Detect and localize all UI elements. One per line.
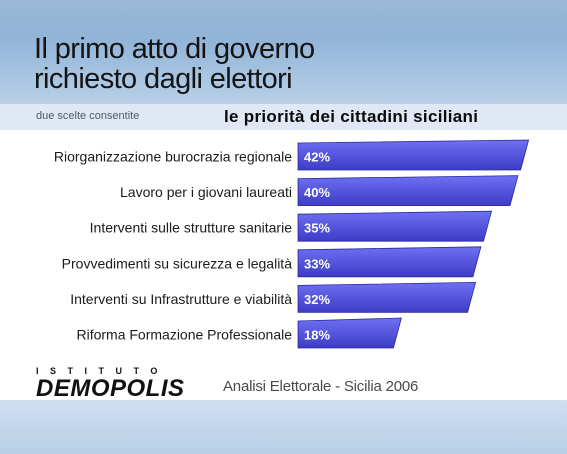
value-label: 40% — [304, 185, 330, 200]
demopolis-logo: ISTITUTO DEMOPOLIS — [36, 367, 185, 401]
bar — [297, 175, 519, 206]
category-label: Interventi su Infrastrutture e viabilità — [70, 291, 292, 307]
bar — [297, 246, 482, 278]
subtitle-note: due scelte consentite — [36, 110, 140, 122]
bar — [297, 139, 530, 171]
footer-band — [0, 400, 567, 454]
logo-main-text: DEMOPOLIS — [36, 375, 185, 402]
value-label: 32% — [304, 292, 330, 307]
value-label: 33% — [304, 256, 330, 271]
category-label: Lavoro per i giovani laureati — [120, 184, 292, 200]
subtitle-strip — [0, 104, 567, 130]
value-label: 35% — [304, 221, 330, 236]
title-line-1: Il primo atto di governo — [34, 33, 315, 65]
title-line-2: richiesto dagli elettori — [34, 63, 293, 95]
bar — [297, 210, 493, 242]
value-label: 18% — [304, 328, 330, 343]
category-label: Riorganizzazione burocrazia regionale — [54, 149, 292, 165]
category-label: Riforma Formazione Professionale — [76, 327, 292, 343]
category-label: Interventi sulle strutture sanitarie — [90, 220, 293, 236]
bar-chart: Riorganizzazione burocrazia regionale 42%… — [54, 139, 530, 349]
bar — [297, 317, 402, 349]
header-band — [0, 0, 567, 104]
source-text: Analisi Elettorale - Sicilia 2006 — [223, 378, 419, 395]
bar — [297, 281, 477, 313]
category-label: Provvedimenti su sicurezza e legalità — [62, 255, 293, 271]
logo-top-text: ISTITUTO — [36, 366, 169, 376]
value-label: 42% — [304, 150, 330, 165]
page-title: Il primo atto di governo richiesto dagli… — [34, 34, 315, 94]
chart-subtitle: le priorità dei cittadini siciliani — [224, 107, 479, 126]
